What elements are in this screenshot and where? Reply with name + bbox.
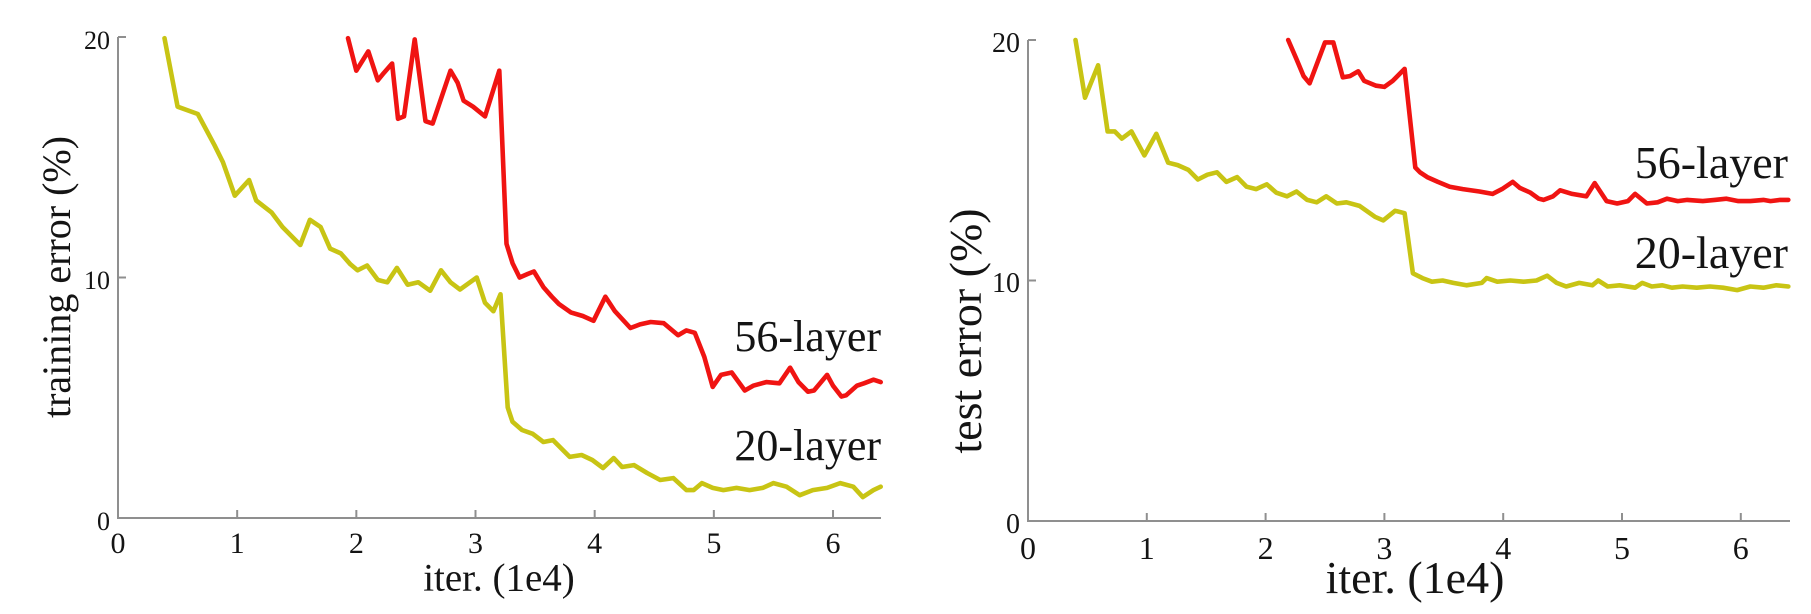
x-tick-label-right: 4 (1495, 530, 1512, 566)
x-tick-label-left: 3 (468, 527, 483, 560)
x-axis-label-training: iter. (1e4) (423, 556, 575, 600)
series-line-20-layer-right (1073, 37, 1791, 293)
x-tick-label-right: 1 (1138, 530, 1155, 566)
x-tick-label-right: 6 (1732, 530, 1749, 566)
annotation-20-layer-test: 20-layer (1634, 227, 1788, 278)
x-tick-label-left: 0 (110, 527, 126, 560)
y-tick-label-right: 0 (1006, 508, 1020, 540)
x-tick-label-left: 1 (229, 527, 245, 560)
x-tick-label-right: 5 (1614, 530, 1630, 566)
series-line-20-layer-left (162, 35, 884, 500)
annotation-20-layer-training: 20-layer (734, 421, 881, 470)
y-tick-label-left: 0 (97, 506, 110, 536)
x-tick-label-left: 2 (348, 527, 364, 560)
y-axis-label-test: test error (%) (940, 208, 991, 454)
y-tick-label-left: 10 (84, 266, 110, 296)
annotation-56-layer-training: 56-layer (734, 312, 881, 361)
y-tick-label-right: 20 (992, 27, 1020, 59)
x-tick-label-right: 2 (1257, 530, 1274, 566)
x-tick-label-left: 4 (587, 527, 603, 560)
x-tick-label-left: 5 (706, 527, 722, 560)
y-tick-label-left: 20 (84, 25, 110, 55)
series-line-56-layer-left (345, 35, 884, 399)
annotation-56-layer-test: 56-layer (1634, 137, 1788, 188)
y-axis-label-training: training error (%) (34, 135, 79, 419)
x-axis-label-test: iter. (1e4) (1325, 552, 1505, 603)
y-tick-label-right: 10 (992, 268, 1020, 300)
x-tick-label-right: 0 (1020, 530, 1036, 566)
series-line-56-layer-right (1285, 37, 1791, 206)
x-tick-label-right: 3 (1376, 530, 1393, 566)
x-tick-label-left: 6 (825, 527, 841, 560)
